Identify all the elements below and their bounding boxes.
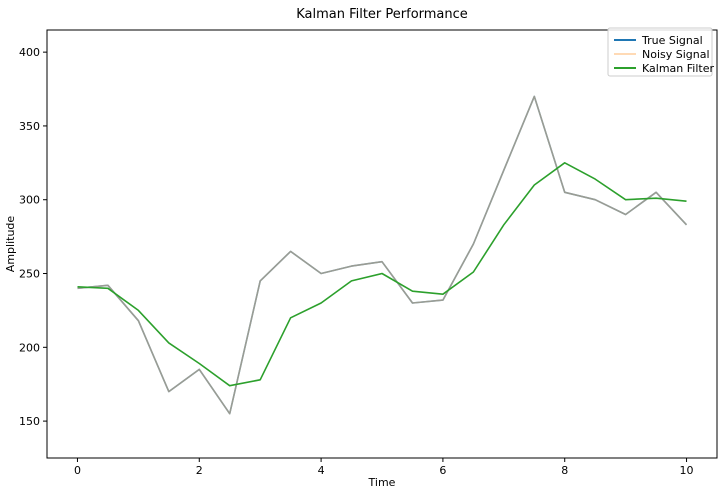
y-tick-label: 400 — [19, 46, 40, 59]
legend-label: Noisy Signal — [642, 48, 710, 61]
legend-label: Kalman Filter — [642, 62, 714, 75]
series-line-noisy-signal — [77, 95, 688, 415]
y-tick-label: 150 — [19, 415, 40, 428]
plot-area — [46, 29, 718, 459]
series-line-kalman-filter — [77, 162, 687, 387]
y-tick-label: 250 — [19, 268, 40, 281]
x-tick-label: 8 — [561, 464, 568, 477]
chart-title: Kalman Filter Performance — [296, 7, 468, 22]
x-axis-label: Time — [368, 476, 396, 489]
x-tick-label: 2 — [196, 464, 203, 477]
legend-label: True Signal — [641, 34, 703, 47]
y-axis-label: Amplitude — [4, 216, 17, 273]
x-tick-label: 4 — [318, 464, 325, 477]
x-tick-label: 0 — [74, 464, 81, 477]
x-tick-label: 6 — [439, 464, 446, 477]
series-layer — [77, 95, 688, 415]
y-tick-label: 200 — [19, 341, 40, 354]
y-axis: 150 200 250 300 350 400 — [19, 46, 47, 428]
series-line-true-signal — [77, 95, 688, 415]
y-tick-label: 350 — [19, 120, 40, 133]
x-axis: 0 2 4 6 8 10 — [74, 458, 694, 477]
x-tick-label: 10 — [680, 464, 694, 477]
y-tick-label: 300 — [19, 194, 40, 207]
